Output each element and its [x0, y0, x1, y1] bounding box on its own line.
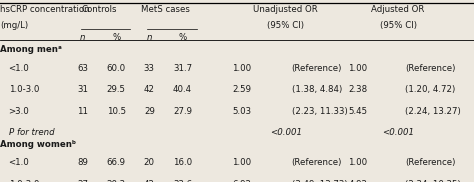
- Text: <1.0: <1.0: [9, 64, 29, 73]
- Text: (Reference): (Reference): [292, 64, 342, 73]
- Text: 42: 42: [144, 85, 155, 94]
- Text: 11: 11: [77, 107, 89, 116]
- Text: 29.5: 29.5: [107, 85, 126, 94]
- Text: <0.001: <0.001: [270, 128, 301, 137]
- Text: (95% CI): (95% CI): [267, 21, 304, 30]
- Text: 20: 20: [144, 158, 155, 167]
- Text: 1.00: 1.00: [232, 64, 251, 73]
- Text: (95% CI): (95% CI): [380, 21, 417, 30]
- Text: 29: 29: [144, 107, 155, 116]
- Text: 31: 31: [77, 85, 89, 94]
- Text: 6.92: 6.92: [232, 180, 251, 182]
- Text: 33: 33: [144, 64, 155, 73]
- Text: 5.03: 5.03: [232, 107, 251, 116]
- Text: (Reference): (Reference): [292, 158, 342, 167]
- Text: 42: 42: [144, 180, 155, 182]
- Text: 10.5: 10.5: [107, 107, 126, 116]
- Text: 89: 89: [78, 158, 88, 167]
- Text: 1.00: 1.00: [348, 64, 367, 73]
- Text: 4.92: 4.92: [348, 180, 367, 182]
- Text: 2.59: 2.59: [232, 85, 251, 94]
- Text: 5.45: 5.45: [348, 107, 367, 116]
- Text: %: %: [178, 33, 187, 42]
- Text: Controls: Controls: [82, 5, 117, 13]
- Text: (3.49, 13.73): (3.49, 13.73): [292, 180, 347, 182]
- Text: P for trend: P for trend: [9, 128, 54, 137]
- Text: %: %: [112, 33, 120, 42]
- Text: (Reference): (Reference): [405, 158, 456, 167]
- Text: (1.20, 4.72): (1.20, 4.72): [405, 85, 456, 94]
- Text: Among menᵃ: Among menᵃ: [0, 46, 62, 54]
- Text: (2.34, 10.35): (2.34, 10.35): [405, 180, 461, 182]
- Text: MetS cases: MetS cases: [141, 5, 191, 13]
- Text: Unadjusted OR: Unadjusted OR: [253, 5, 318, 13]
- Text: n: n: [146, 33, 152, 42]
- Text: (2.23, 11.33): (2.23, 11.33): [292, 107, 347, 116]
- Text: 66.9: 66.9: [107, 158, 126, 167]
- Text: 60.0: 60.0: [107, 64, 126, 73]
- Text: <0.001: <0.001: [382, 128, 414, 137]
- Text: 1.00: 1.00: [232, 158, 251, 167]
- Text: 63: 63: [77, 64, 89, 73]
- Text: 1.0-3.0: 1.0-3.0: [9, 85, 39, 94]
- Text: 1.00: 1.00: [348, 158, 367, 167]
- Text: <1.0: <1.0: [9, 158, 29, 167]
- Text: 16.0: 16.0: [173, 158, 192, 167]
- Text: (Reference): (Reference): [405, 64, 456, 73]
- Text: (2.24, 13.27): (2.24, 13.27): [405, 107, 461, 116]
- Text: 20.3: 20.3: [107, 180, 126, 182]
- Text: (1.38, 4.84): (1.38, 4.84): [292, 85, 342, 94]
- Text: Among womenᵇ: Among womenᵇ: [0, 140, 76, 149]
- Text: 1.0-3.0: 1.0-3.0: [9, 180, 39, 182]
- Text: >3.0: >3.0: [9, 107, 29, 116]
- Text: 2.38: 2.38: [348, 85, 367, 94]
- Text: n: n: [80, 33, 86, 42]
- Text: 27.9: 27.9: [173, 107, 192, 116]
- Text: 33.6: 33.6: [173, 180, 192, 182]
- Text: 27: 27: [77, 180, 89, 182]
- Text: 40.4: 40.4: [173, 85, 192, 94]
- Text: hsCRP concentration: hsCRP concentration: [0, 5, 90, 13]
- Text: 31.7: 31.7: [173, 64, 192, 73]
- Text: Adjusted OR: Adjusted OR: [372, 5, 425, 13]
- Text: (mg/L): (mg/L): [0, 21, 28, 30]
